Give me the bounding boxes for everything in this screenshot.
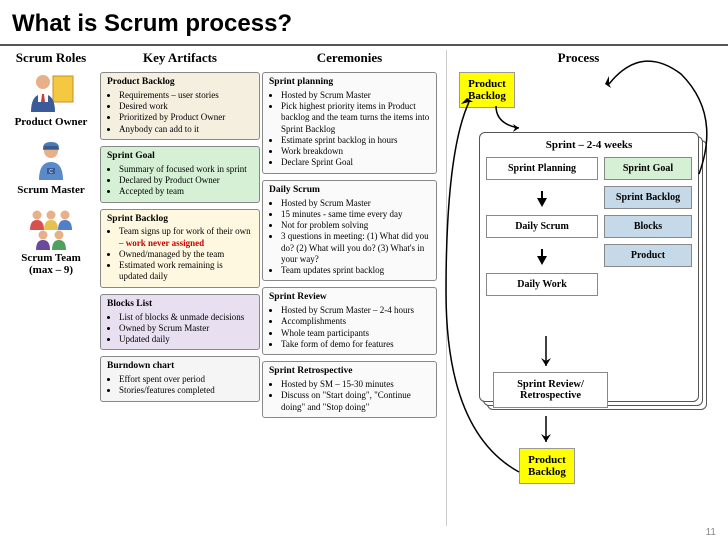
card-item: Team updates sprint backlog [281, 265, 430, 276]
card-item: Take form of demo for features [281, 339, 430, 350]
card-daily-scrum: Daily ScrumHosted by Scrum Master15 minu… [262, 180, 437, 282]
card-sprint-retrospective: Sprint RetrospectiveHosted by SM – 15-30… [262, 361, 437, 418]
col-roles: Scrum Roles Product Owner C Scrum Master Sc… [6, 50, 96, 532]
card-sprint-backlog: Sprint BacklogTeam signs up for work of … [100, 209, 260, 288]
card-item: Discuss on "Start doing", "Continue doin… [281, 390, 430, 413]
card-item: Updated daily [119, 334, 253, 345]
card-item: 3 questions in meeting: (1) What did you… [281, 231, 430, 265]
card-item: Accomplishments [281, 316, 430, 327]
arrow-down-icon [537, 256, 547, 265]
role-product-owner: Product Owner [6, 72, 96, 128]
card-item: Hosted by SM – 15-30 minutes [281, 379, 430, 390]
art-box-sprint-backlog: Sprint Backlog [604, 186, 692, 209]
card-item: Owned/managed by the team [119, 249, 253, 260]
card-product-backlog: Product BacklogRequirements – user stori… [100, 72, 260, 140]
art-box-sprint-goal: Sprint Goal [604, 157, 692, 180]
card-item: Not for problem solving [281, 220, 430, 231]
card-item: Hosted by Scrum Master [281, 198, 430, 209]
col-ceremonies: Ceremonies Sprint planningHosted by Scru… [262, 50, 437, 532]
card-title: Burndown chart [107, 361, 253, 373]
card-item: Effort spent over period [119, 374, 253, 385]
card-item: Requirements – user stories [119, 90, 253, 101]
col-head-process: Process [441, 50, 716, 66]
card-title: Sprint Backlog [107, 214, 253, 226]
card-item: Hosted by Scrum Master – 2-4 hours [281, 305, 430, 316]
review-box: Sprint Review/Retrospective [493, 372, 608, 408]
card-sprint-planning: Sprint planningHosted by Scrum MasterPic… [262, 72, 437, 174]
process-diagram: ProductBacklog Sprint – 2-4 weeks Sprint… [441, 72, 716, 532]
proc-box-daily-scrum: Daily Scrum [486, 215, 598, 238]
card-title: Sprint Review [269, 292, 430, 304]
art-box-blocks: Blocks [604, 215, 692, 238]
card-title: Sprint planning [269, 77, 430, 89]
card-item: Declare Sprint Goal [281, 157, 430, 168]
card-item: Estimate sprint backlog in hours [281, 135, 430, 146]
col-head-artifacts: Key Artifacts [100, 50, 260, 66]
card-item: Hosted by Scrum Master [281, 90, 430, 101]
scrum-master-icon: C [25, 140, 77, 182]
card-title: Sprint Retrospective [269, 366, 430, 378]
role-label: Scrum Team(max – 9) [6, 252, 96, 276]
card-item: Summary of focused work in sprint [119, 164, 253, 175]
page-number: 11 [706, 527, 716, 538]
card-item: Stories/features completed [119, 385, 253, 396]
card-item: List of blocks & unmade decisions [119, 312, 253, 323]
card-item: Desired work [119, 101, 253, 112]
card-burndown-chart: Burndown chartEffort spent over periodSt… [100, 356, 260, 401]
role-scrum-team: Scrum Team(max – 9) [6, 208, 96, 276]
card-title: Product Backlog [107, 77, 253, 89]
card-item: 15 minutes - same time every day [281, 209, 430, 220]
svg-text:C: C [49, 169, 53, 175]
card-item: Whole team participants [281, 328, 430, 339]
proc-box-sprint-planning: Sprint Planning [486, 157, 598, 180]
card-title: Blocks List [107, 299, 253, 311]
role-scrum-master: C Scrum Master [6, 140, 96, 196]
card-item: Pick highest priority items in Product b… [281, 101, 430, 135]
product-owner-icon [25, 72, 77, 114]
sprint-title: Sprint – 2-4 weeks [486, 139, 692, 151]
card-title: Daily Scrum [269, 185, 430, 197]
card-item: Anybody can add to it [119, 124, 253, 135]
arrow-down-icon [537, 198, 547, 207]
card-blocks-list: Blocks ListList of blocks & unmade decis… [100, 294, 260, 351]
card-sprint-review: Sprint ReviewHosted by Scrum Master – 2-… [262, 287, 437, 355]
sprint-stack: Sprint – 2-4 weeks Sprint Planning Daily … [479, 132, 705, 412]
art-box-product: Product [604, 244, 692, 267]
scrum-team-icon [25, 208, 77, 250]
col-head-ceremonies: Ceremonies [262, 50, 437, 66]
process-end-box: ProductBacklog [519, 448, 575, 484]
card-item: Estimated work remaining is updated dail… [119, 260, 253, 283]
card-item: Team signs up for work of their own – wo… [119, 226, 253, 249]
columns: Scrum Roles Product Owner C Scrum Master Sc… [0, 46, 728, 532]
card-item: Declared by Product Owner [119, 175, 253, 186]
proc-box-daily-work: Daily Work [486, 273, 598, 296]
col-head-roles: Scrum Roles [6, 50, 96, 66]
col-process: Process ProductBacklog Sprint – 2-4 week… [441, 50, 716, 532]
card-item: Work breakdown [281, 146, 430, 157]
card-item: Accepted by team [119, 186, 253, 197]
role-label: Product Owner [6, 116, 96, 128]
card-item: Prioritized by Product Owner [119, 112, 253, 123]
page-title: What is Scrum process? [0, 0, 728, 46]
card-title: Sprint Goal [107, 151, 253, 163]
col-artifacts: Key Artifacts Product BacklogRequirement… [100, 50, 260, 532]
card-item: Owned by Scrum Master [119, 323, 253, 334]
arrow-review-to-end [531, 414, 561, 452]
role-label: Scrum Master [6, 184, 96, 196]
card-sprint-goal: Sprint GoalSummary of focused work in sp… [100, 146, 260, 203]
process-start-box: ProductBacklog [459, 72, 515, 108]
